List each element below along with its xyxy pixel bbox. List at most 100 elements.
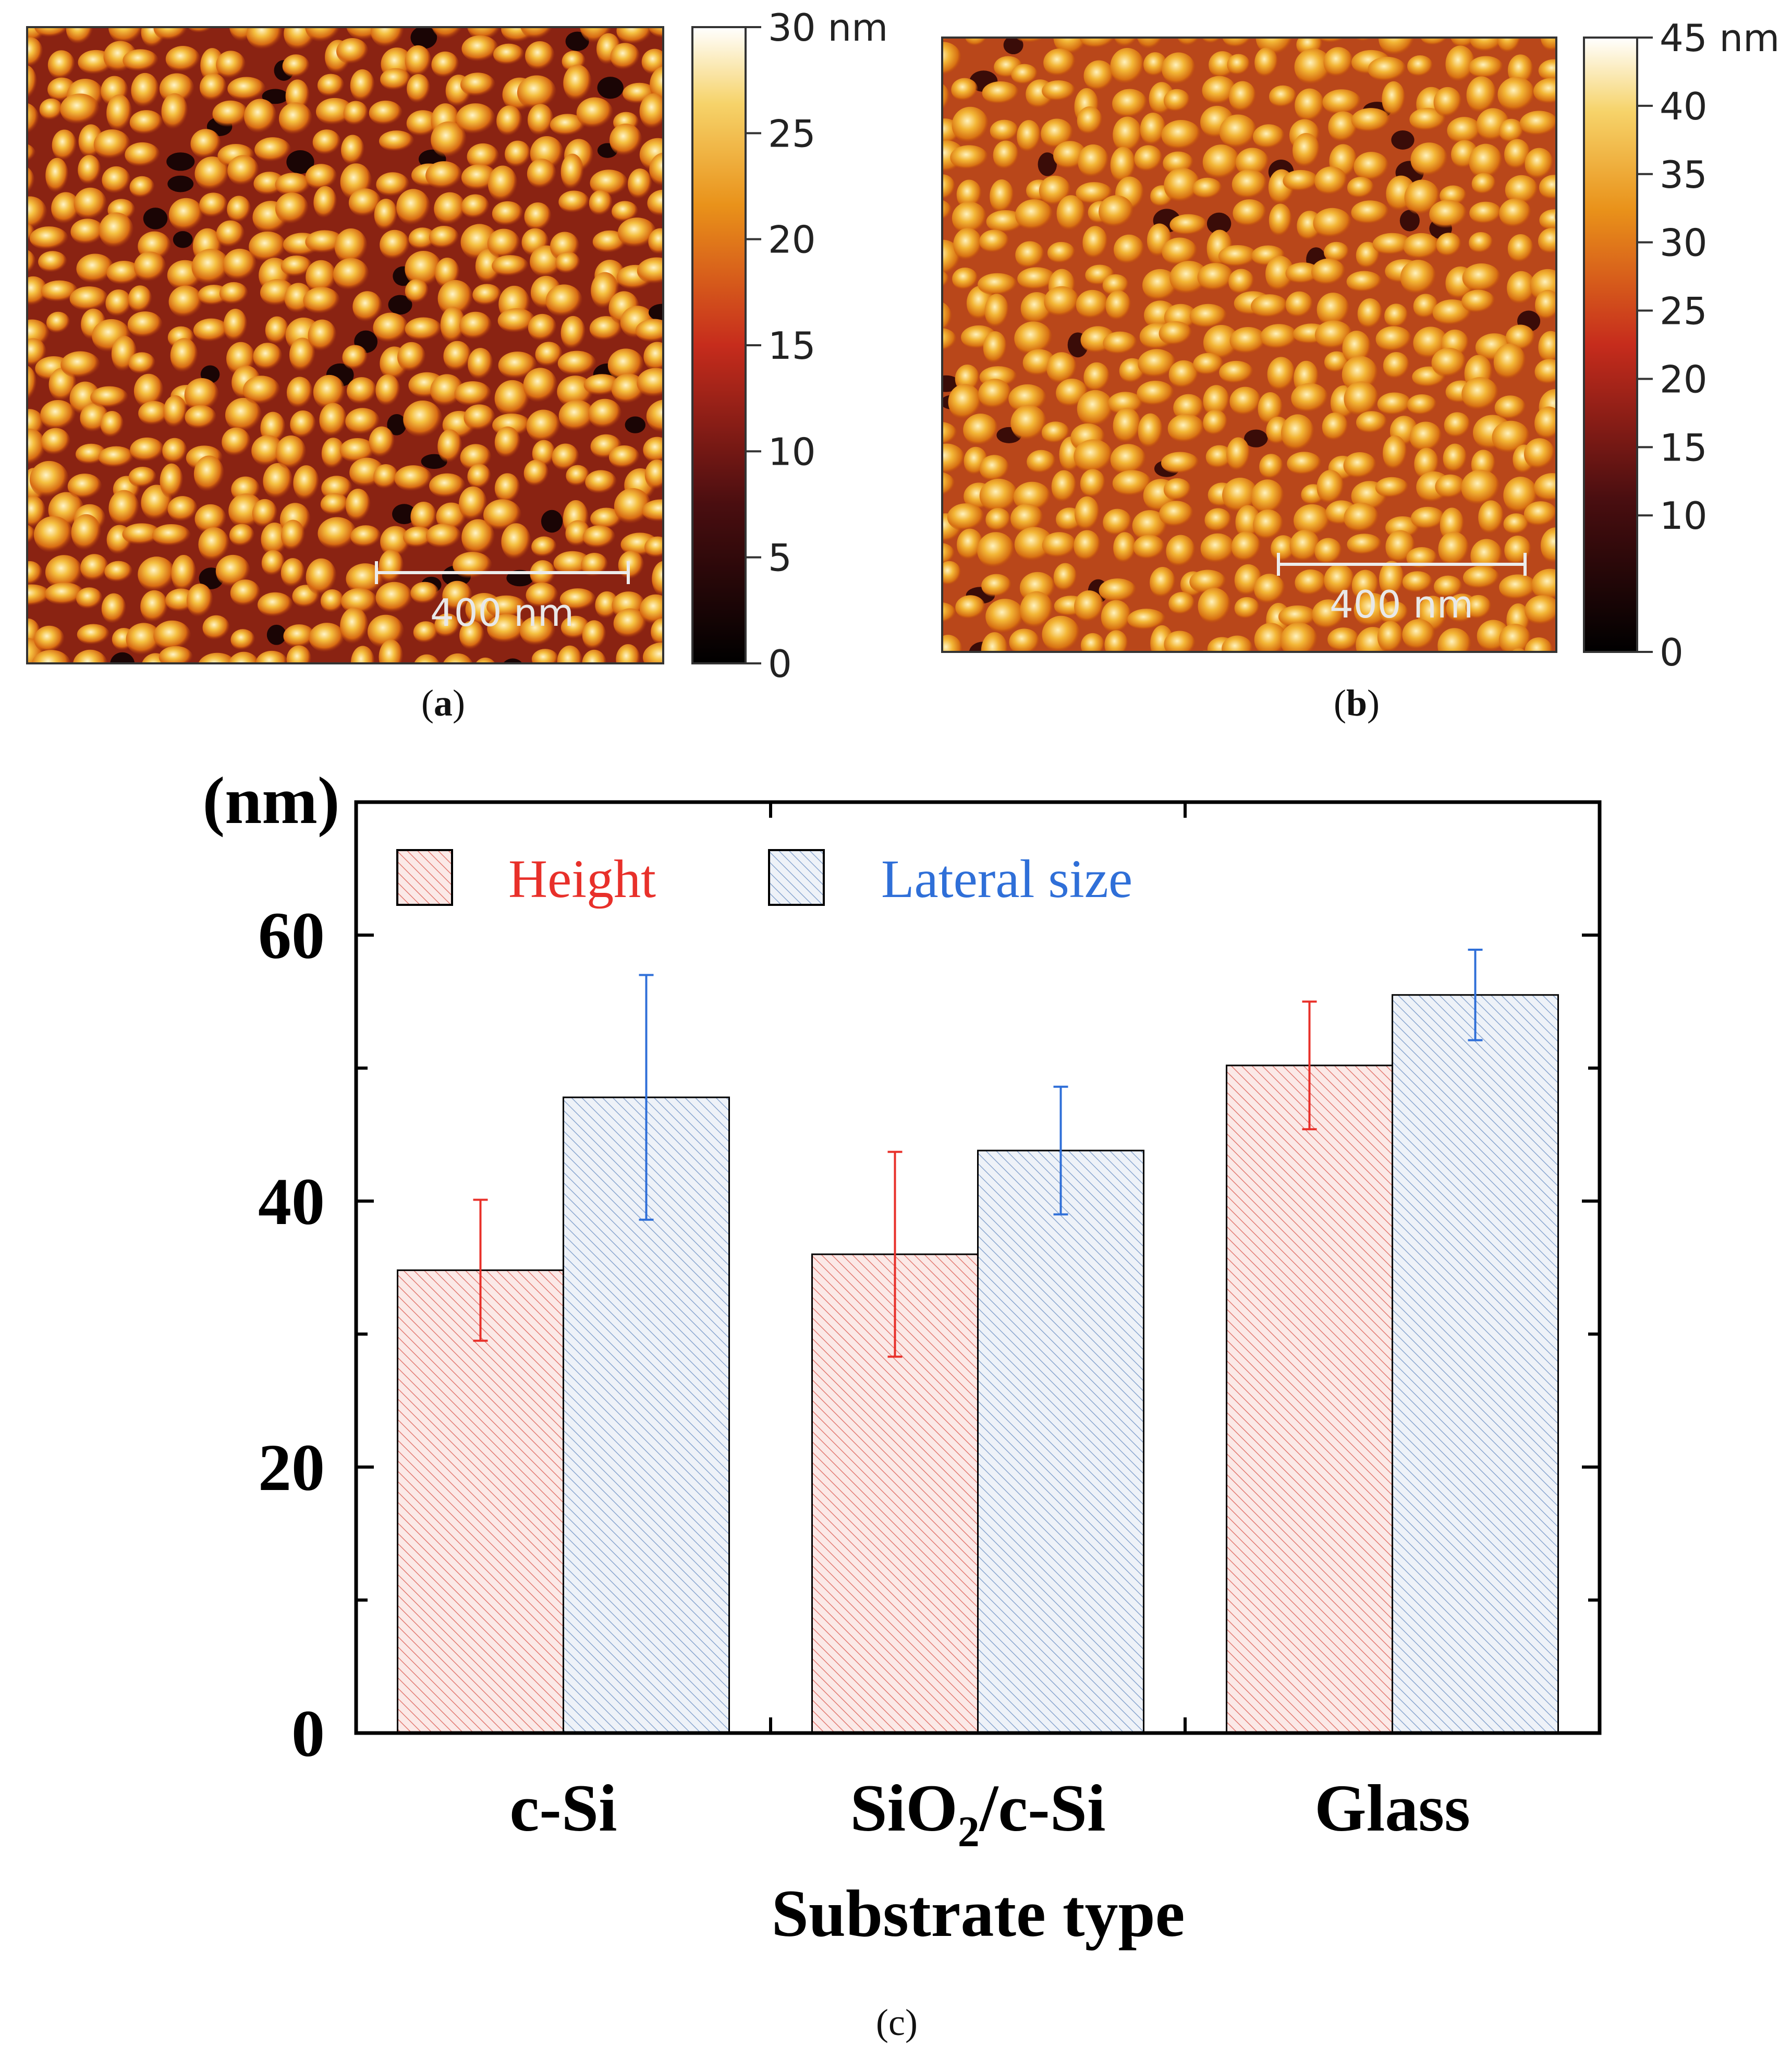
afm-grain bbox=[1503, 513, 1529, 535]
afm-grain bbox=[352, 291, 383, 323]
bar-height-0 bbox=[397, 1269, 564, 1734]
colorbar-tick-label: 20 bbox=[1660, 357, 1708, 401]
afm-grain bbox=[1010, 405, 1047, 441]
afm-grain bbox=[431, 51, 459, 78]
afm-grain bbox=[1227, 54, 1250, 76]
afm-grain bbox=[1229, 81, 1257, 113]
afm-grain bbox=[227, 155, 259, 186]
afm-grain bbox=[550, 114, 586, 136]
afm-grain bbox=[1229, 326, 1267, 355]
afm-grain bbox=[1525, 637, 1553, 652]
afm-grain bbox=[951, 78, 978, 102]
afm-grain bbox=[1538, 59, 1556, 82]
afm-grain bbox=[637, 257, 663, 285]
afm-grain bbox=[1294, 504, 1331, 537]
afm-grain bbox=[410, 582, 440, 604]
afm-grain bbox=[1534, 659, 1567, 684]
afm-grain bbox=[1429, 200, 1467, 229]
afm-grain bbox=[582, 620, 606, 650]
afm-grain bbox=[431, 121, 467, 159]
afm-grain bbox=[1322, 412, 1348, 442]
afm-grain bbox=[228, 651, 260, 663]
afm-grain bbox=[1355, 38, 1374, 42]
afm-grain bbox=[1168, 592, 1195, 615]
afm-grain bbox=[1466, 76, 1497, 114]
afm-grain bbox=[950, 145, 989, 170]
afm-grain bbox=[1041, 421, 1070, 444]
afm-grain bbox=[40, 400, 76, 431]
colorbar-tick-label: 15 bbox=[768, 324, 816, 368]
afm-grain bbox=[167, 496, 198, 522]
afm-grain bbox=[1209, 51, 1237, 79]
afm-grain bbox=[487, 228, 520, 259]
afm-grain bbox=[1525, 595, 1556, 626]
afm-grain bbox=[1283, 169, 1319, 192]
afm-grain bbox=[1169, 261, 1209, 295]
afm-grain bbox=[558, 190, 590, 213]
afm-grain bbox=[27, 561, 43, 586]
afm-grain bbox=[430, 374, 464, 407]
afm-grain bbox=[425, 524, 461, 549]
afm-grain bbox=[29, 461, 69, 499]
afm-grain bbox=[955, 595, 986, 620]
afm-grain bbox=[942, 422, 957, 446]
afm-grain bbox=[29, 226, 68, 250]
afm-grain bbox=[27, 584, 51, 607]
afm-grain bbox=[1312, 599, 1345, 630]
afm-grain bbox=[108, 27, 144, 44]
afm-grain bbox=[408, 227, 437, 250]
afm-pit bbox=[166, 152, 195, 171]
afm-grain bbox=[642, 642, 663, 663]
afm-grain bbox=[1112, 89, 1148, 119]
afm-grain bbox=[282, 54, 310, 78]
afm-grain bbox=[1042, 80, 1076, 102]
afm-grain bbox=[487, 165, 518, 202]
afm-grain bbox=[375, 582, 413, 614]
afm-grain bbox=[407, 74, 431, 104]
afm-grain bbox=[1219, 360, 1254, 384]
afm-grain bbox=[425, 161, 462, 190]
afm-grain bbox=[1222, 635, 1253, 652]
afm-grain bbox=[129, 110, 163, 135]
afm-grain bbox=[1016, 38, 1047, 44]
afm-grain bbox=[517, 75, 557, 110]
afm-grain bbox=[1167, 414, 1205, 443]
afm-grain bbox=[483, 499, 522, 531]
afm-grain bbox=[443, 341, 472, 372]
afm-grain bbox=[1534, 406, 1556, 440]
afm-grain bbox=[1498, 623, 1531, 652]
afm-grain bbox=[494, 473, 520, 504]
afm-grain bbox=[1519, 111, 1556, 137]
afm-grain bbox=[982, 81, 1019, 105]
afm-grain bbox=[942, 302, 952, 334]
afm-grain bbox=[129, 176, 155, 198]
afm-grain bbox=[652, 561, 663, 597]
afm-grain bbox=[609, 124, 642, 157]
afm-grain bbox=[965, 38, 988, 47]
afm-grain bbox=[1461, 377, 1499, 411]
afm-grain bbox=[953, 228, 983, 261]
afm-grain bbox=[942, 443, 965, 475]
afm-grain bbox=[138, 401, 170, 426]
afm-grain bbox=[1252, 124, 1285, 150]
afm-grain bbox=[249, 231, 287, 262]
afm-grain bbox=[1555, 210, 1556, 223]
afm-grain bbox=[350, 646, 375, 663]
afm-grain bbox=[1204, 508, 1232, 532]
afm-grain bbox=[199, 73, 227, 102]
afm-grain bbox=[1161, 120, 1201, 151]
afm-grain bbox=[947, 503, 985, 531]
afm-grain bbox=[1168, 360, 1199, 389]
afm-grain bbox=[1074, 530, 1101, 562]
afm-grain bbox=[1015, 241, 1045, 269]
afm-grain bbox=[1053, 563, 1077, 592]
afm-grain bbox=[1474, 659, 1502, 681]
afm-grain bbox=[1189, 570, 1226, 595]
afm-grain bbox=[1494, 395, 1526, 420]
afm-grain bbox=[1269, 85, 1297, 108]
afm-grain bbox=[202, 615, 230, 640]
afm-grain bbox=[405, 278, 429, 304]
afm-grain bbox=[1375, 326, 1412, 353]
afm-grain bbox=[528, 313, 557, 342]
afm-grain bbox=[1323, 47, 1354, 78]
